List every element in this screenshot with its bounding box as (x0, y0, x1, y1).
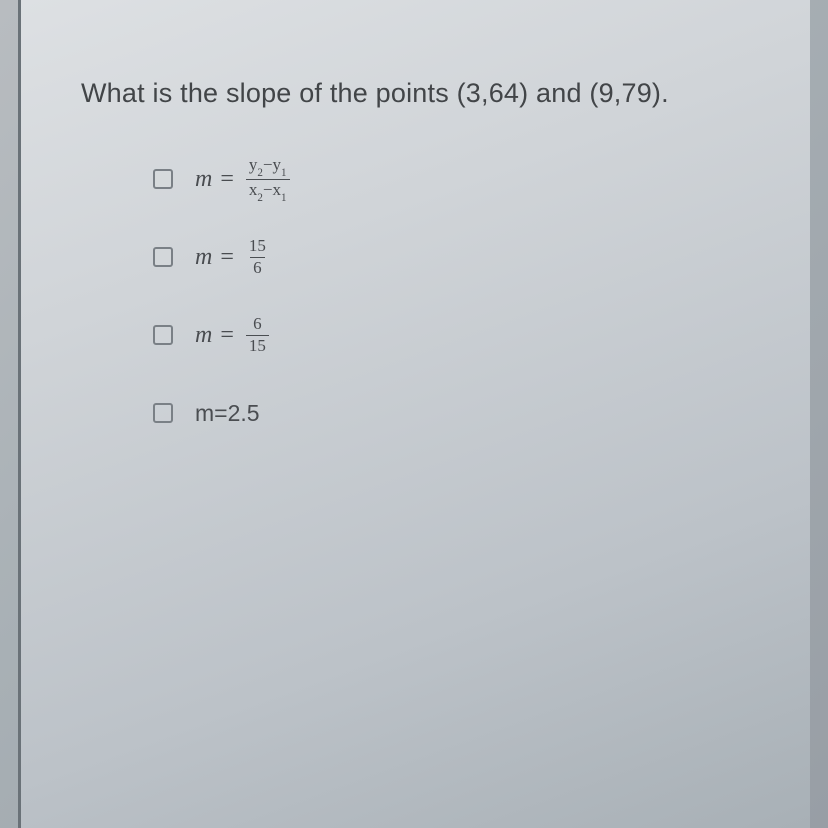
option-1[interactable]: m = y2−y1 x2−x1 (153, 155, 750, 203)
answer-options: m = y2−y1 x2−x1 m = 15 6 (81, 155, 750, 437)
worksheet-sheet: What is the slope of the points (3,64) a… (18, 0, 810, 828)
checkbox-icon[interactable] (153, 247, 173, 267)
plain-text: m=2.5 (195, 400, 260, 427)
numerator: 6 (250, 315, 265, 335)
fraction: y2−y1 x2−x1 (246, 156, 290, 202)
lhs: m (195, 244, 212, 271)
fraction: 15 6 (246, 237, 269, 277)
denominator: x2−x1 (246, 179, 290, 203)
checkbox-icon[interactable] (153, 325, 173, 345)
checkbox-icon[interactable] (153, 403, 173, 423)
lhs: m (195, 166, 212, 193)
equals: = (220, 166, 234, 193)
equals: = (220, 244, 234, 271)
denominator: 15 (246, 335, 269, 356)
option-4-expression: m=2.5 (195, 400, 260, 427)
option-3[interactable]: m = 6 15 (153, 311, 750, 359)
equals: = (220, 322, 234, 349)
option-3-expression: m = 6 15 (195, 315, 269, 355)
lhs: m (195, 322, 212, 349)
numerator: y2−y1 (246, 156, 290, 179)
numerator: 15 (246, 237, 269, 257)
option-2-expression: m = 15 6 (195, 237, 269, 277)
option-1-expression: m = y2−y1 x2−x1 (195, 156, 290, 202)
question-text: What is the slope of the points (3,64) a… (81, 78, 750, 109)
option-4[interactable]: m=2.5 (153, 389, 750, 437)
fraction: 6 15 (246, 315, 269, 355)
denominator: 6 (250, 257, 265, 278)
checkbox-icon[interactable] (153, 169, 173, 189)
option-2[interactable]: m = 15 6 (153, 233, 750, 281)
